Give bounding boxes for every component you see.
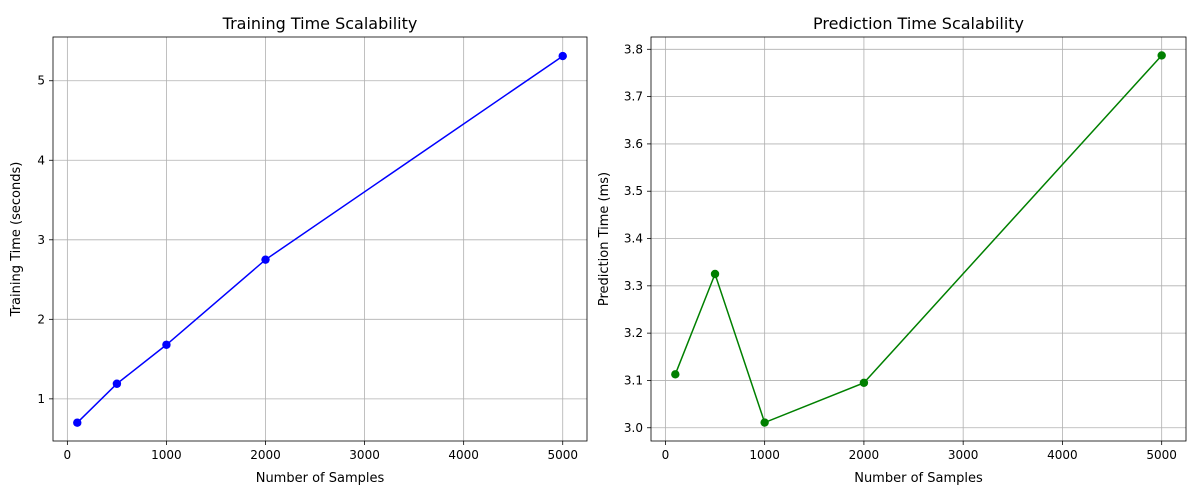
data-point: [760, 418, 769, 427]
y-tick-label: 3.7: [624, 90, 643, 104]
y-tick-label: 2: [37, 312, 45, 326]
y-tick-label: 5: [37, 74, 45, 88]
y-tick-label: 3.0: [624, 421, 643, 435]
y-tick-label: 3.3: [624, 279, 643, 293]
plot-frame: [52, 36, 588, 442]
x-tick-label: 5000: [547, 448, 578, 462]
y-axis-label: Training Time (seconds): [9, 162, 24, 318]
x-axis-label: Number of Samples: [854, 471, 983, 486]
data-point: [710, 269, 720, 279]
x-tick-label: 3000: [349, 448, 380, 462]
data-point: [261, 255, 270, 264]
x-tick-label: 0: [64, 448, 72, 462]
chart-2: 0 1000 2000 3000 4000 5000 3.0 3.1 3.2 3.3 3.4 3.5 3…: [597, 14, 1187, 486]
plot-frame: [650, 36, 1187, 442]
x-tick-label: 2000: [250, 448, 281, 462]
chart-title: Training Time Scalability: [222, 14, 418, 33]
y-tick-label: 4: [37, 153, 45, 167]
data-point: [112, 379, 122, 388]
y-tick-label: 3.2: [624, 326, 643, 340]
y-tick-label: 3.6: [624, 137, 643, 151]
x-tick-label: 1000: [749, 448, 780, 462]
y-axis-label: Prediction Time (ms): [597, 172, 612, 306]
x-tick-label: 3000: [948, 448, 979, 462]
y-tick-label: 3.4: [624, 232, 643, 246]
y-tick-label: 3: [37, 233, 45, 247]
x-tick-label: 5000: [1146, 448, 1177, 462]
data-point: [859, 378, 869, 388]
series-line: [674, 54, 1163, 424]
y-tick-label: 1: [37, 392, 45, 406]
chart-1: 0 1000 2000 3000 4000 5000 1 2 3 4 5 Training Time …: [9, 14, 588, 486]
x-tick-label: 4000: [448, 448, 479, 462]
data-point: [162, 340, 171, 349]
chart-title: Prediction Time Scalability: [813, 14, 1024, 33]
x-tick-label: 1000: [151, 448, 182, 462]
data-point: [671, 370, 680, 379]
y-tick-label: 3.8: [624, 42, 643, 56]
data-point: [1157, 51, 1166, 60]
x-tick-label: 4000: [1047, 448, 1078, 462]
data-point: [73, 418, 82, 427]
x-tick-label: 2000: [849, 448, 880, 462]
y-tick-label: 3.5: [624, 184, 643, 198]
data-point: [558, 51, 567, 61]
x-tick-label: 0: [662, 448, 670, 462]
x-axis-label: Number of Samples: [256, 471, 385, 486]
y-tick-label: 3.1: [624, 373, 643, 387]
